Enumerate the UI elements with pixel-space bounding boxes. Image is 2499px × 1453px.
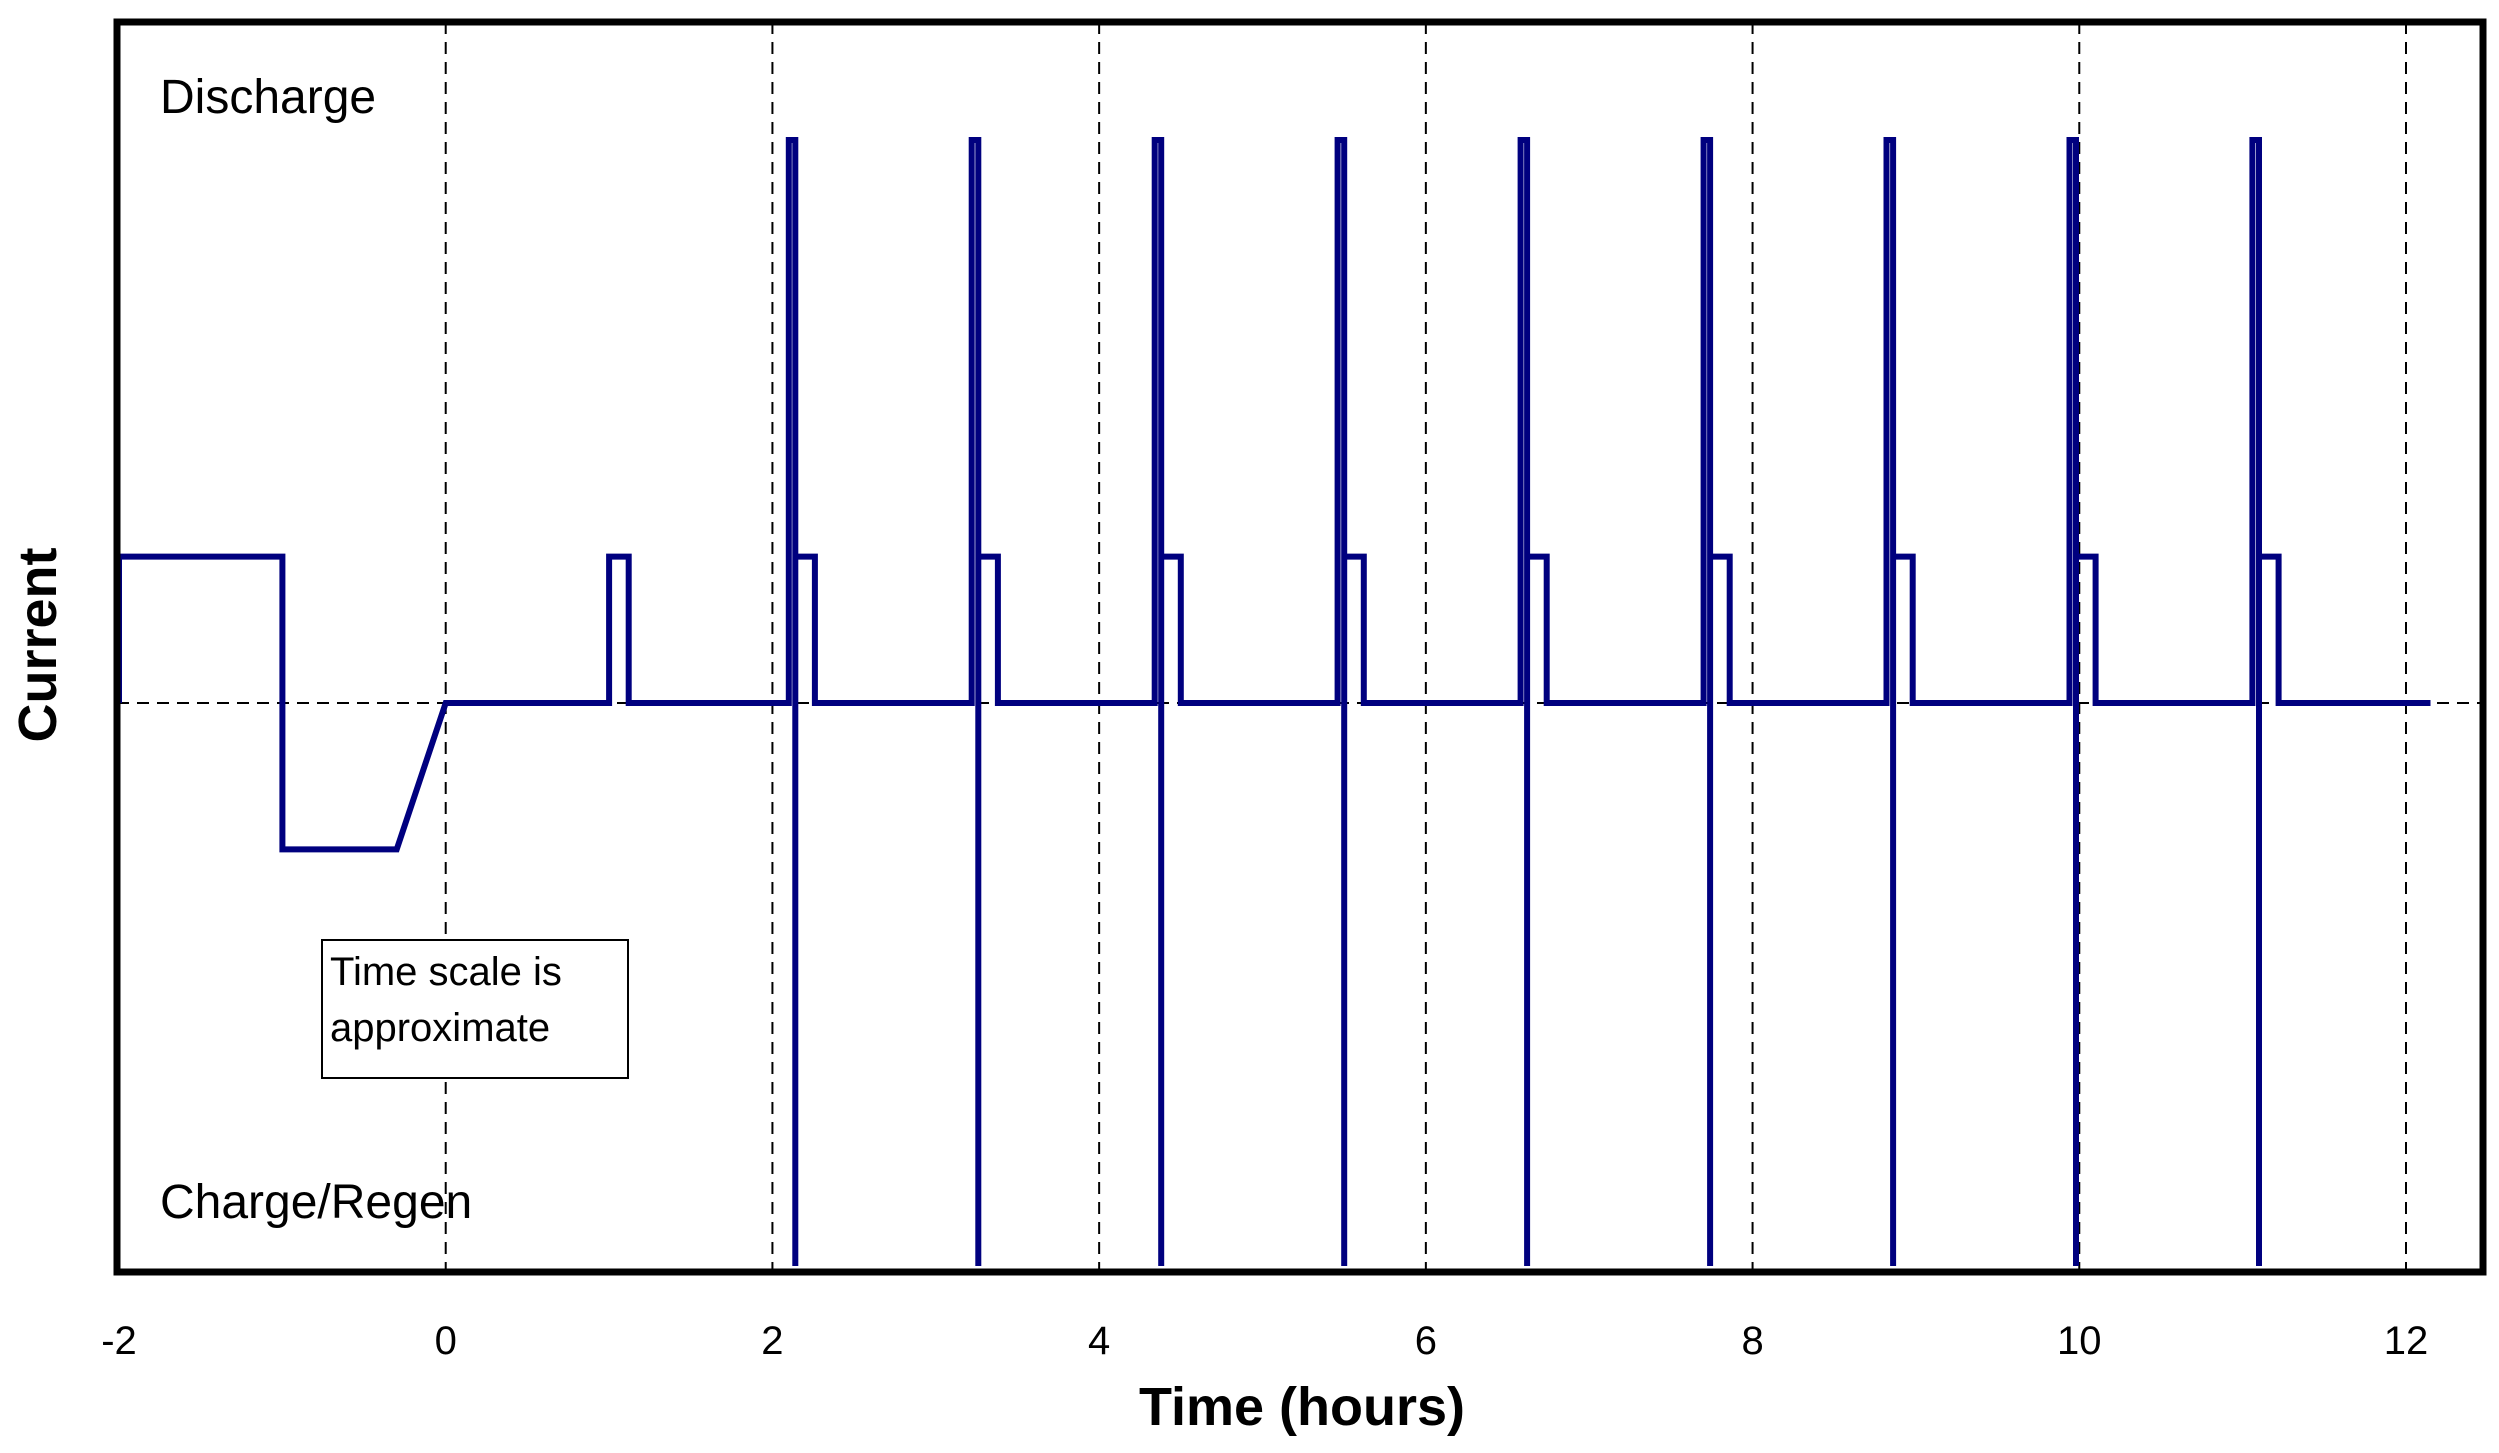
x-tick-label-4: 4: [1088, 1319, 1110, 1363]
time-scale-note: Time scale is approximate: [321, 939, 629, 1079]
grid-lines: [117, 22, 2483, 1272]
y-axis-title: Current: [8, 547, 68, 742]
plot-frame: [113, 18, 2487, 1276]
x-tick-label-6: 6: [1415, 1319, 1437, 1363]
x-tick-label--2: -2: [101, 1319, 137, 1363]
note-line-1: Time scale is: [330, 950, 562, 994]
x-tick-label-2: 2: [761, 1319, 783, 1363]
x-tick-label-8: 8: [1741, 1319, 1763, 1363]
discharge-label: Discharge: [160, 71, 376, 124]
x-tick-label-10: 10: [2057, 1319, 2102, 1363]
note-box: [321, 939, 629, 1079]
x-tick-labels: -2 0 2 4 6 8 10 12: [101, 1319, 2428, 1363]
note-line-2: approximate: [330, 1006, 550, 1050]
x-tick-label-0: 0: [435, 1319, 457, 1363]
charge-regen-label: Charge/Regen: [160, 1176, 472, 1229]
x-tick-label-12: 12: [2384, 1319, 2429, 1363]
current-series-line: [116, 137, 2431, 1266]
x-axis-title: Time (hours): [1139, 1377, 1465, 1437]
